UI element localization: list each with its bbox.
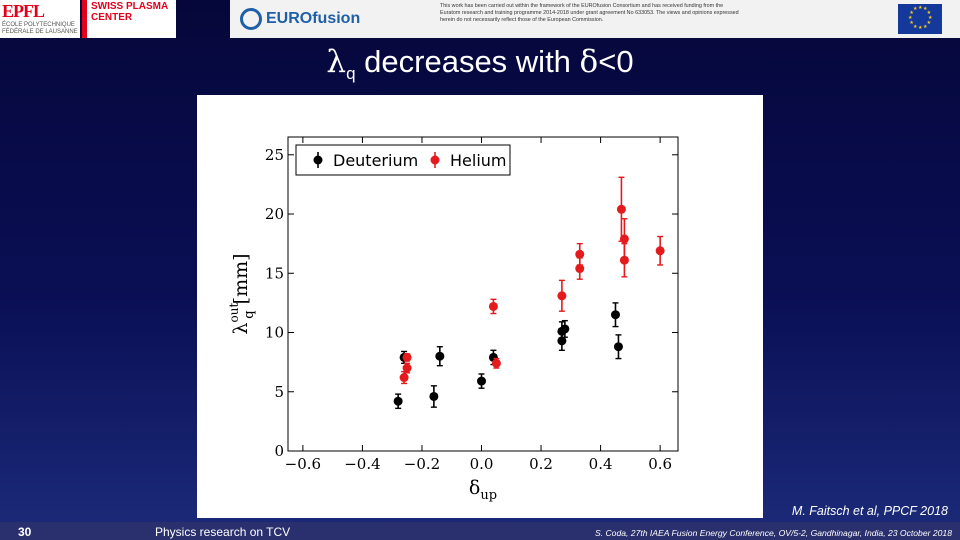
eu-flag-star-icon: ★ xyxy=(923,6,928,13)
legend-deuterium-label: Deuterium xyxy=(333,151,418,170)
helium-point xyxy=(557,291,567,301)
plot-frame xyxy=(287,136,679,452)
helium-point xyxy=(619,255,629,265)
y-tick-label: 5 xyxy=(274,383,284,401)
x-axis-label-subscript: up xyxy=(480,488,497,503)
legend-deuterium-marker xyxy=(313,155,323,165)
helium-point xyxy=(619,234,629,244)
helium-point xyxy=(402,352,412,362)
epfl-logo: EPFL ÉCOLE POLYTECHNIQUE FÉDÉRALE DE LAU… xyxy=(0,0,80,38)
eu-flag-star-icon: ★ xyxy=(928,15,933,21)
eu-flag-star-icon: ★ xyxy=(909,20,914,26)
citation: M. Faitsch et al, PPCF 2018 xyxy=(791,504,948,518)
eu-flag-star-icon: ★ xyxy=(908,15,913,21)
spc-logo-text: SWISS PLASMA CENTER xyxy=(91,1,168,23)
y-tick-label: 15 xyxy=(265,264,284,282)
x-tick-label: −0.6 xyxy=(285,455,321,473)
helium-point xyxy=(575,249,585,259)
legend-box xyxy=(295,144,511,176)
eu-flag-icon: ★ ★ ★ ★ ★ ★ ★ ★ ★ ★ ★ ★ xyxy=(898,4,942,34)
y-axis-label: λoutq [mm] xyxy=(227,253,257,334)
deuterium-point xyxy=(613,342,623,352)
legend-helium-label: Helium xyxy=(450,151,507,170)
eurofusion-logo: EUROfusion xyxy=(240,6,360,32)
helium-point xyxy=(655,246,665,256)
deuterium-point xyxy=(429,391,439,401)
eu-flag-star-icon: ★ xyxy=(913,6,918,13)
eurofusion-globe-icon xyxy=(240,8,262,30)
deuterium-point xyxy=(560,324,570,334)
x-tick-label: 0.6 xyxy=(648,455,672,473)
eu-flag-star-icon: ★ xyxy=(909,10,914,16)
page-number: 30 xyxy=(18,525,32,539)
helium-point xyxy=(575,264,585,274)
y-axis-label-part-2: q xyxy=(242,310,257,318)
y-tick-label: 0 xyxy=(274,442,284,460)
epfl-logo-subtext: ÉCOLE POLYTECHNIQUE FÉDÉRALE DE LAUSANNE xyxy=(2,22,78,35)
x-axis-label-symbol: δ xyxy=(469,477,480,499)
funding-disclaimer: This work has been carried out within th… xyxy=(440,3,739,24)
slide-title: λq decreases with δ<0 xyxy=(0,44,960,84)
scatter-chart: −0.6 −0.4 −0.2 0.0 0.2 0.4 0.6 0 5 10 15 20 25 δup λou… xyxy=(227,136,679,503)
eu-flag-star-icon: ★ xyxy=(918,5,923,11)
eu-flag-star-icon: ★ xyxy=(926,10,932,16)
deuterium-point xyxy=(477,376,487,386)
title-lambda: λ xyxy=(326,44,347,80)
title-condition: <0 xyxy=(598,44,634,79)
eu-flag-star-icon: ★ xyxy=(926,20,932,26)
helium-point xyxy=(488,301,498,311)
title-delta: δ xyxy=(579,44,599,80)
title-text: decreases with xyxy=(355,44,580,79)
title-subscript: q xyxy=(346,64,356,84)
y-tick-label: 10 xyxy=(265,324,284,342)
deuterium-point xyxy=(610,310,620,320)
y-axis-label-part-0: λ xyxy=(230,322,252,334)
header-strip xyxy=(230,0,960,38)
eu-flag-star-icon: ★ xyxy=(923,23,928,30)
footer-left-text: Physics research on TCV xyxy=(155,525,291,539)
swiss-plasma-center-logo: SWISS PLASMA CENTER xyxy=(82,0,176,38)
y-axis-label-part-1: out xyxy=(227,303,241,323)
footer-right-text: S. Coda, 27th IAEA Fusion Energy Confere… xyxy=(594,528,952,538)
deuterium-point xyxy=(393,396,403,406)
helium-point xyxy=(491,358,501,368)
helium-point xyxy=(399,373,409,383)
x-tick-label: 0.0 xyxy=(470,455,494,473)
epfl-logo-mark: EPFL xyxy=(2,1,45,21)
footer-bar xyxy=(0,522,960,540)
y-axis-label-part-3: [mm] xyxy=(230,253,252,310)
eu-flag-star-icon: ★ xyxy=(918,25,923,31)
x-tick-label: −0.4 xyxy=(344,455,380,473)
legend-helium-marker xyxy=(430,155,440,165)
y-tick-label: 25 xyxy=(265,146,284,164)
helium-point xyxy=(616,204,626,214)
x-axis-label: δup xyxy=(469,477,497,503)
eu-flag-star-icon: ★ xyxy=(913,23,918,30)
eurofusion-name: EUROfusion xyxy=(266,10,361,27)
spc-logo-bar xyxy=(82,0,87,38)
deuterium-point xyxy=(435,351,445,361)
y-tick-label: 20 xyxy=(265,205,284,223)
x-tick-label: 0.4 xyxy=(589,455,613,473)
x-tick-label: 0.2 xyxy=(529,455,553,473)
x-tick-label: −0.2 xyxy=(404,455,440,473)
chart-panel: −0.6 −0.4 −0.2 0.0 0.2 0.4 0.6 0 5 10 15 20 25 δup λou… xyxy=(197,95,763,518)
helium-point xyxy=(402,363,412,373)
